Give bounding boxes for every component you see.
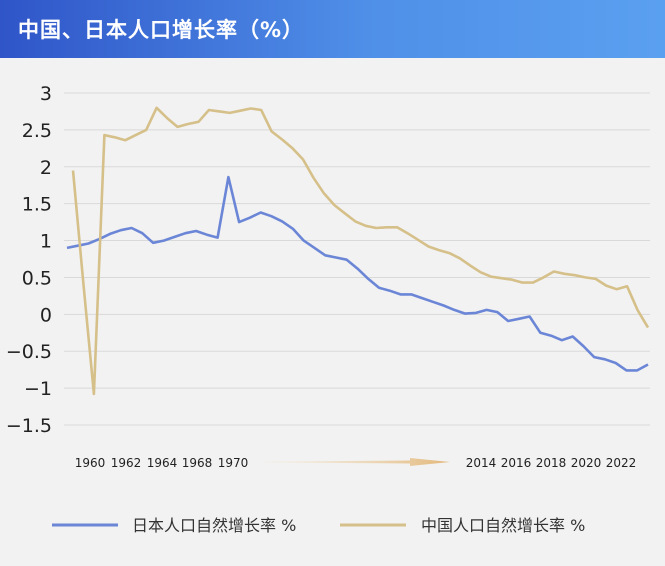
- time-gap-arrow: [265, 458, 450, 466]
- x-tick-label: 2016: [501, 456, 532, 470]
- line-chart: 3 2.5 2 1.5 1 0.5 0 −0.5 −1 −1.5 1960 1962 1964 1968…: [6, 83, 650, 535]
- y-tick-label: 2: [40, 157, 52, 179]
- chart-background: [0, 58, 665, 566]
- y-tick-label: 1.5: [22, 194, 52, 216]
- x-tick-label: 1970: [218, 456, 249, 470]
- x-tick-label: 1962: [111, 456, 142, 470]
- x-tick-label: 2018: [536, 456, 567, 470]
- x-tick-label: 2020: [571, 456, 602, 470]
- chart-header: 中国、日本人口增长率（%）: [0, 0, 665, 58]
- y-tick-label: 1: [40, 231, 52, 253]
- grid-lines: [64, 92, 650, 426]
- x-tick-label: 1960: [75, 456, 106, 470]
- y-tick-label: 3: [40, 83, 52, 105]
- arrow-shaft: [265, 458, 450, 466]
- y-tick-label: 0: [40, 304, 52, 326]
- x-tick-label: 1964: [147, 456, 178, 470]
- series-lines: [66, 106, 650, 396]
- y-tick-label: 2.5: [22, 120, 52, 142]
- x-tick-label: 2022: [606, 456, 637, 470]
- series-line-china: [71, 106, 650, 396]
- legend-label-china: 中国人口自然增长率 %: [421, 516, 585, 535]
- y-tick-label: 0.5: [22, 267, 52, 289]
- y-tick-label: −1: [24, 378, 52, 400]
- x-tick-label: 2014: [466, 456, 497, 470]
- y-tick-label: −1.5: [6, 415, 52, 437]
- y-axis-ticks: 3 2.5 2 1.5 1 0.5 0 −0.5 −1 −1.5: [6, 83, 52, 437]
- x-tick-label: 1968: [182, 456, 213, 470]
- legend-label-japan: 日本人口自然增长率 %: [132, 516, 296, 535]
- chart-title: 中国、日本人口增长率（%）: [18, 18, 305, 42]
- y-tick-label: −0.5: [6, 341, 52, 363]
- series-line-japan: [66, 175, 649, 372]
- x-axis-ticks: 1960 1962 1964 1968 1970 2014 2016 2018 2020 2022: [75, 456, 637, 470]
- legend: 日本人口自然增长率 % 中国人口自然增长率 %: [52, 516, 585, 535]
